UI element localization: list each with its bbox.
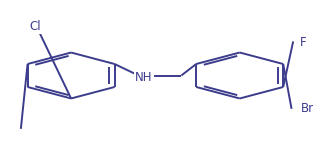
Text: Cl: Cl xyxy=(29,20,41,33)
Text: NH: NH xyxy=(135,71,153,84)
Text: F: F xyxy=(300,36,307,49)
Text: Br: Br xyxy=(301,102,315,115)
